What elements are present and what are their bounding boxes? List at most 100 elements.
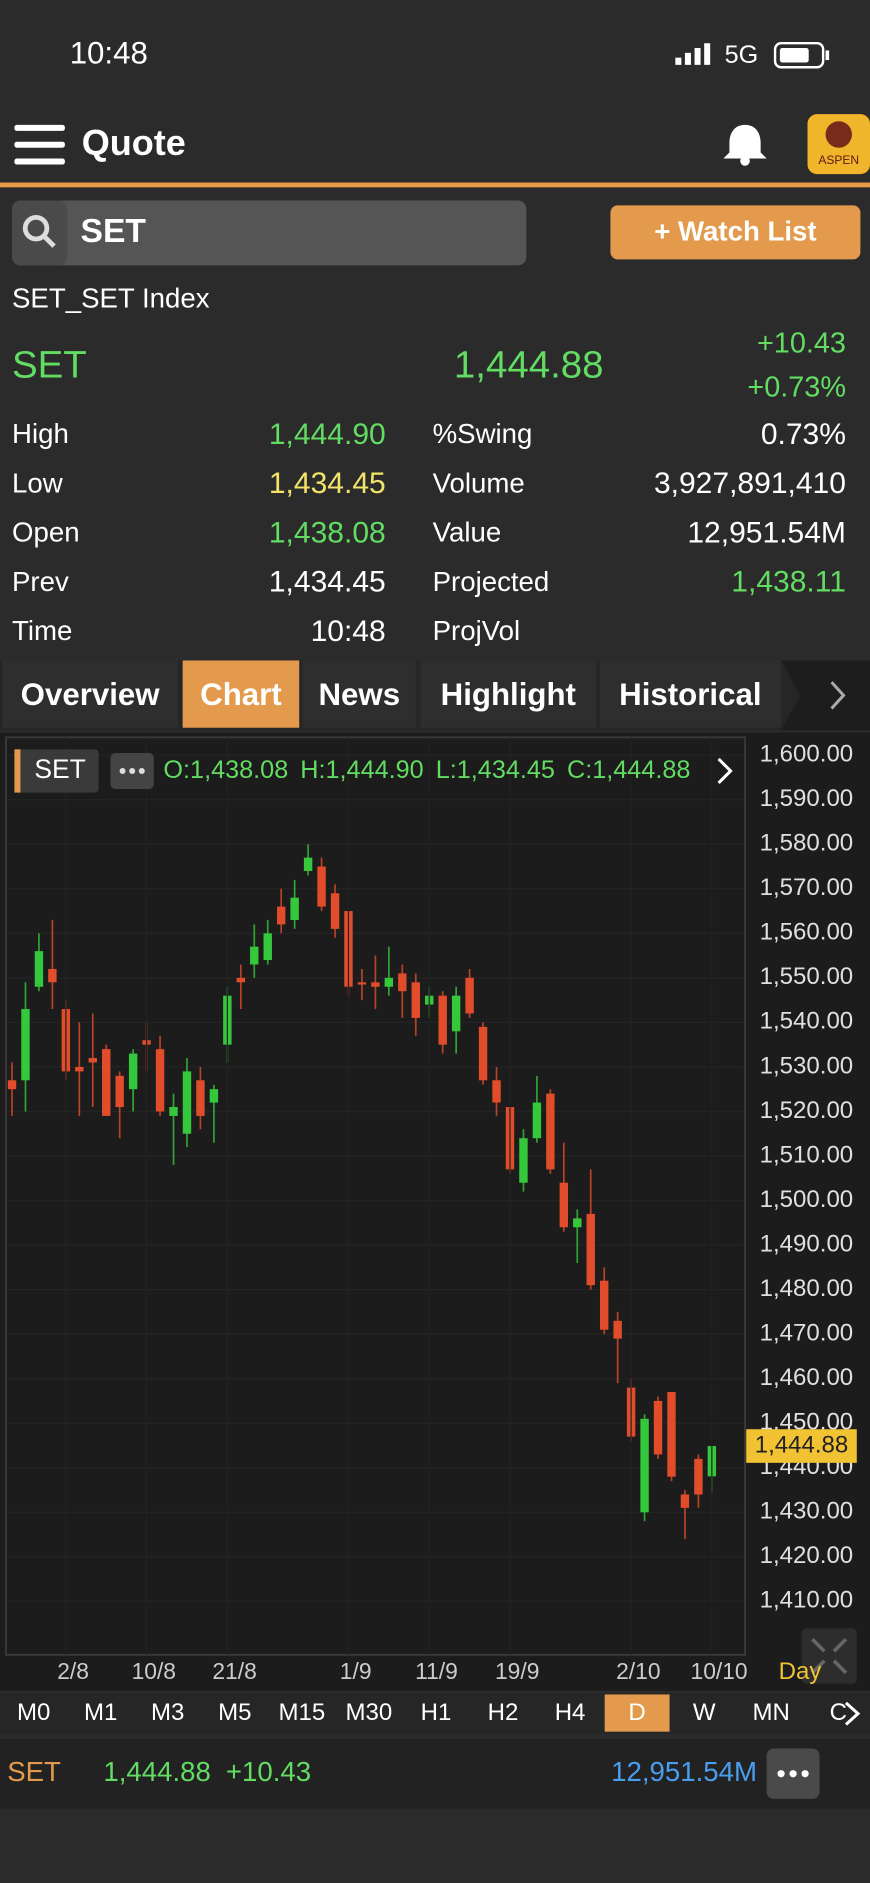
tab[interactable] <box>420 660 597 728</box>
candle-body <box>371 982 380 987</box>
x-tick-label: 10/10 <box>691 1658 748 1684</box>
change-pct: +0.73% <box>747 372 846 404</box>
ohlc-legend: O:1,438.08 H:1,444.90 L:1,434.45 C:1,444.88 <box>163 756 690 784</box>
menu-button[interactable] <box>14 124 65 165</box>
candle-body <box>532 1102 542 1139</box>
candle-body <box>236 977 246 983</box>
candle-body <box>196 1080 205 1116</box>
tab-scroll[interactable] <box>781 660 870 731</box>
symbol: SET <box>12 344 87 387</box>
tab-label: Overview <box>21 677 161 712</box>
y-tick-label: 1,430.00 <box>760 1498 854 1525</box>
timeframe[interactable]: M1 <box>84 1699 117 1726</box>
timeframe-active[interactable] <box>604 1694 670 1732</box>
footer-value: 12,951.54M <box>611 1756 757 1787</box>
timeframe[interactable]: M0 <box>17 1699 50 1726</box>
x-tick-label: 10/8 <box>132 1658 176 1684</box>
timeframe[interactable]: H4 <box>555 1699 586 1726</box>
tab-label: Chart <box>200 677 282 712</box>
timeframe[interactable]: M3 <box>151 1699 184 1726</box>
ohlc-item: C:1,444.88 <box>567 756 690 784</box>
symbol-chip[interactable] <box>14 749 99 793</box>
fullscreen-button[interactable] <box>801 1628 857 1684</box>
stat-label: Value <box>433 517 502 548</box>
tab-label: Historical <box>619 677 761 712</box>
timeframe[interactable]: W <box>693 1699 716 1726</box>
y-tick-label: 1,500.00 <box>760 1186 854 1213</box>
candle-body <box>653 1400 663 1455</box>
candle-body <box>640 1418 649 1513</box>
stat-label: Open <box>12 517 80 548</box>
y-tick-label: 1,580.00 <box>760 830 854 857</box>
stat-value: 1,438.11 <box>731 566 846 599</box>
candle-body <box>357 982 367 985</box>
timeframe[interactable]: H1 <box>421 1699 452 1726</box>
tab[interactable] <box>182 660 300 728</box>
candle-body <box>102 1049 111 1116</box>
tab[interactable] <box>302 660 416 728</box>
candle-body <box>250 946 259 965</box>
timeframe[interactable]: M30 <box>346 1699 393 1726</box>
ohlc-item: O:1,438.08 <box>163 756 288 784</box>
y-tick-label: 1,510.00 <box>760 1141 854 1168</box>
candle-body <box>115 1075 124 1108</box>
stat-label: Volume <box>433 467 525 498</box>
footer-symbol: SET <box>7 1756 61 1787</box>
watchlist-button[interactable] <box>610 205 861 260</box>
page-title: Quote <box>82 122 186 163</box>
timeframe[interactable]: D <box>628 1699 645 1726</box>
tab-label: Highlight <box>441 677 577 712</box>
index-name: SET_SET Index <box>12 283 210 314</box>
footer-menu-dots <box>777 1770 809 1778</box>
candle-body <box>128 1053 138 1090</box>
timeframe[interactable]: M5 <box>218 1699 251 1726</box>
timeframe[interactable]: MN <box>753 1699 790 1726</box>
timeframe[interactable]: M15 <box>278 1699 325 1726</box>
y-tick-label: 1,590.00 <box>760 785 854 812</box>
timeframe[interactable]: C <box>830 1699 847 1726</box>
network: 5G <box>725 41 759 69</box>
legend-arrow <box>717 757 733 785</box>
search-box[interactable] <box>12 200 527 266</box>
stat-value: 0.73% <box>761 418 846 451</box>
search-query: SET <box>81 213 147 250</box>
y-tick-label: 1,600.00 <box>760 741 854 768</box>
candle-body <box>694 1458 703 1495</box>
candle-body <box>34 951 44 987</box>
y-tick-label: 1,420.00 <box>760 1542 854 1569</box>
footer-price: 1,444.88 <box>103 1756 211 1787</box>
bell-button[interactable] <box>723 124 767 166</box>
candle-body <box>680 1494 690 1508</box>
candle-body <box>317 866 326 907</box>
tab[interactable] <box>2 660 178 728</box>
candle-body <box>75 1066 84 1072</box>
candle-body <box>303 857 313 871</box>
y-tick-label: 1,570.00 <box>760 874 854 901</box>
y-tick-label: 1,470.00 <box>760 1320 854 1347</box>
candle-body <box>519 1138 528 1183</box>
tab[interactable] <box>599 660 782 728</box>
stat-value: 3,927,891,410 <box>654 467 846 500</box>
timeframe[interactable]: H2 <box>488 1699 519 1726</box>
stat-label: ProjVol <box>433 615 521 646</box>
stat-label: Prev <box>12 566 69 597</box>
stat-value: 10:48 <box>311 615 386 648</box>
y-tick-label: 1,540.00 <box>760 1008 854 1035</box>
signal-icon <box>675 43 711 65</box>
footer-bar <box>0 1738 870 1809</box>
candle-body <box>559 1182 569 1228</box>
candle-body <box>7 1080 17 1090</box>
logo[interactable]: ASPEN <box>807 114 870 175</box>
stat-label: %Swing <box>433 418 533 449</box>
candle-body <box>290 897 299 920</box>
stat-value: 1,438.08 <box>269 516 386 549</box>
x-tick-label: 2/10 <box>616 1658 660 1684</box>
candle-body <box>182 1071 192 1134</box>
candle-body <box>546 1093 555 1170</box>
status-time: 10:48 <box>70 35 148 70</box>
candle-body <box>411 982 420 1018</box>
search-icon-bg <box>12 200 68 266</box>
candle-body <box>667 1392 676 1477</box>
plot-frame <box>5 736 746 1656</box>
